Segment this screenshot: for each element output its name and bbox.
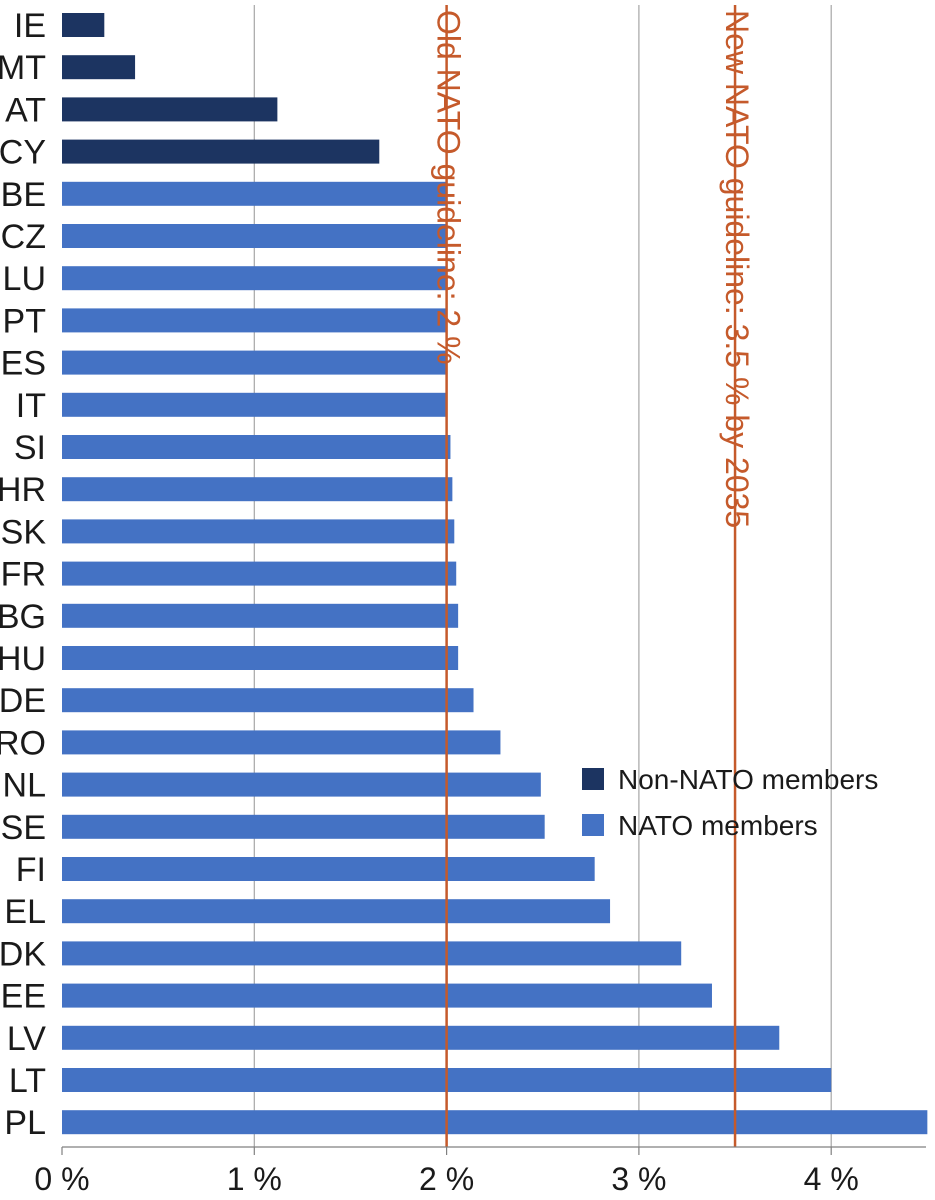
category-label: NL	[3, 767, 46, 805]
category-label: FR	[1, 556, 46, 594]
category-label: DK	[0, 935, 46, 973]
reference-line-label: New NATO guideline: 3.5 % by 2035	[719, 10, 755, 528]
bar-hr	[62, 477, 453, 502]
bar-hu	[62, 646, 459, 670]
bar-sk	[62, 519, 455, 544]
bar-be	[62, 181, 447, 206]
category-label: SK	[1, 513, 47, 551]
category-label: LV	[7, 1020, 46, 1058]
category-label: EE	[1, 978, 46, 1016]
category-label: DE	[0, 682, 46, 720]
category-label: PT	[3, 302, 46, 340]
category-label: RO	[0, 724, 46, 762]
category-label: SE	[1, 809, 46, 847]
legend-swatch	[582, 768, 604, 790]
category-label: CZ	[1, 218, 46, 256]
category-label: HU	[0, 640, 46, 678]
category-label: SI	[14, 429, 46, 467]
category-label: FI	[16, 851, 46, 889]
bar-nl	[62, 772, 541, 797]
bar-lu	[62, 266, 447, 291]
legend-swatch	[582, 814, 604, 836]
bar-ee	[62, 983, 712, 1008]
category-label: CY	[0, 134, 46, 172]
category-label: IE	[14, 7, 46, 45]
bar-cz	[62, 224, 447, 248]
bar-it	[62, 392, 447, 417]
bar-si	[62, 435, 451, 459]
category-label: AT	[5, 91, 46, 129]
category-label: HR	[0, 471, 46, 509]
bar-es	[62, 350, 447, 375]
reference-lines: Old NATO guideline: 2 % New NATO guidelin…	[430, 5, 755, 1147]
bar-lv	[62, 1025, 780, 1050]
x-tick-label: 1 %	[227, 1161, 282, 1197]
bars	[62, 13, 928, 1135]
bar-fr	[62, 561, 457, 586]
category-label: BG	[0, 598, 46, 636]
category-label: ES	[1, 345, 46, 383]
bar-ro	[62, 730, 501, 755]
bar-ie	[62, 13, 105, 37]
x-tick-label: 0 %	[34, 1161, 89, 1197]
x-tick-label: 2 %	[419, 1161, 474, 1197]
legend-label: NATO members	[618, 810, 818, 841]
bar-at	[62, 97, 278, 122]
bar-dk	[62, 941, 682, 966]
bar-fi	[62, 857, 595, 881]
bar-bg	[62, 603, 459, 628]
bar-cy	[62, 139, 380, 164]
category-label: MT	[0, 49, 46, 87]
bar-pl	[62, 1110, 928, 1135]
category-label: LU	[3, 260, 46, 298]
category-label: BE	[1, 176, 46, 214]
bar-se	[62, 814, 545, 839]
category-label: LT	[9, 1062, 46, 1100]
category-label: EL	[4, 893, 46, 931]
category-label: PL	[4, 1104, 46, 1142]
bar-el	[62, 899, 611, 924]
x-tick-label: 4 %	[804, 1161, 859, 1197]
bar-mt	[62, 55, 136, 80]
x-tick-label: 3 %	[611, 1161, 666, 1197]
legend-label: Non-NATO members	[618, 764, 878, 795]
legend: Non-NATO members NATO members	[582, 764, 878, 841]
bar-de	[62, 688, 474, 713]
bar-pt	[62, 308, 447, 333]
axes: 0 % 1 % 2 % 3 % 4 % IE MT AT CY BE CZ LU PT ES IT SI HR S…	[0, 7, 926, 1197]
reference-line-label: Old NATO guideline: 2 %	[430, 10, 466, 365]
category-label: IT	[16, 387, 46, 425]
